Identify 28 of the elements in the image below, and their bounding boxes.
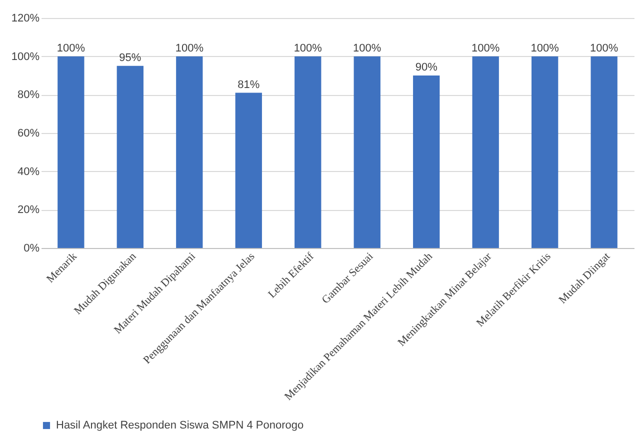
bar <box>294 56 322 248</box>
data-label: 100% <box>175 42 204 54</box>
y-tick-label: 0% <box>24 242 40 254</box>
data-label: 100% <box>56 42 86 54</box>
bar <box>590 56 618 248</box>
bar <box>472 56 499 248</box>
bar <box>532 56 558 248</box>
y-tick-label: 120% <box>11 12 40 24</box>
legend-label: Hasil Angket Responden Siswa SMPN 4 Ponorogo <box>56 420 304 432</box>
data-label: 100% <box>530 42 560 54</box>
bar <box>413 76 440 248</box>
bar <box>354 56 380 248</box>
data-label: 100% <box>472 42 500 54</box>
bar <box>235 92 262 248</box>
data-label: 81% <box>238 78 260 91</box>
data-label: 95% <box>119 52 142 64</box>
y-tick-label: 40% <box>17 166 40 178</box>
bar <box>116 66 144 248</box>
y-tick-label: 100% <box>11 50 40 63</box>
data-label: 100% <box>590 42 618 54</box>
bar <box>58 56 84 248</box>
data-label: 100% <box>294 42 322 54</box>
data-label: 100% <box>353 42 382 54</box>
data-label: 90% <box>415 62 438 74</box>
y-tick-label: 20% <box>17 204 40 216</box>
y-tick-label: 60% <box>17 128 40 140</box>
y-tick-label: 80% <box>17 89 40 102</box>
bar <box>176 56 203 248</box>
